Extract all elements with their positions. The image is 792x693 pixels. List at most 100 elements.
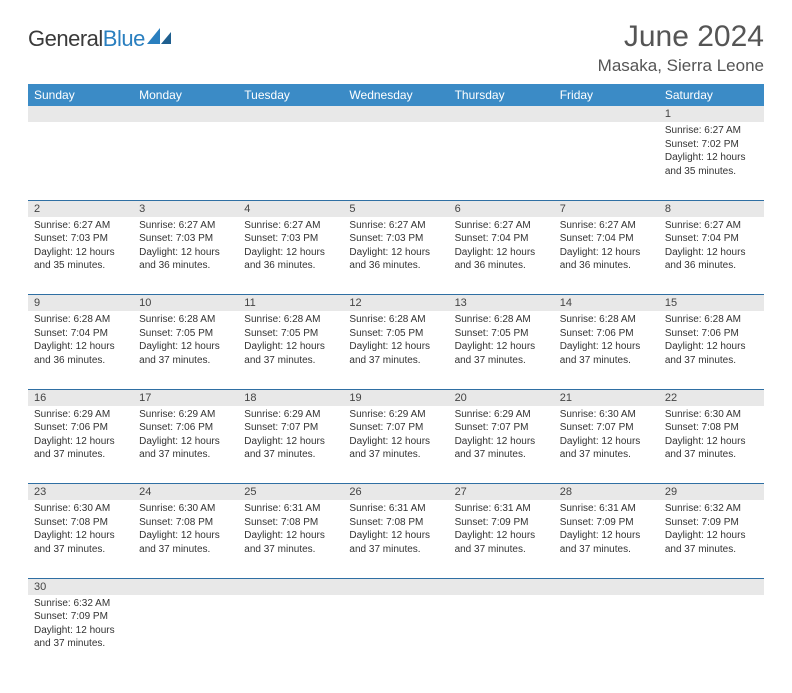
daynum-cell: 30 [28,578,133,595]
day-cell: Sunrise: 6:28 AMSunset: 7:05 PMDaylight:… [133,311,238,389]
logo-text-blue: Blue [103,26,145,52]
day-cell: Sunrise: 6:29 AMSunset: 7:07 PMDaylight:… [343,406,448,484]
daynum-cell: 13 [449,295,554,312]
day-cell: Sunrise: 6:27 AMSunset: 7:04 PMDaylight:… [659,217,764,295]
sunrise-text: Sunrise: 6:27 AM [349,219,442,233]
daynum-cell: 5 [343,200,448,217]
day-details: Sunrise: 6:30 AMSunset: 7:07 PMDaylight:… [554,406,659,466]
day-cell: Sunrise: 6:27 AMSunset: 7:04 PMDaylight:… [554,217,659,295]
day-cell [133,595,238,673]
day-details: Sunrise: 6:27 AMSunset: 7:04 PMDaylight:… [554,217,659,277]
week-row: Sunrise: 6:32 AMSunset: 7:09 PMDaylight:… [28,595,764,673]
sunrise-text: Sunrise: 6:29 AM [139,408,232,422]
daynum-cell: 24 [133,484,238,501]
day-details: Sunrise: 6:28 AMSunset: 7:04 PMDaylight:… [28,311,133,371]
day-number: 26 [349,486,361,498]
daynum-cell [449,106,554,122]
sunset-text: Sunset: 7:04 PM [455,232,548,246]
day-details: Sunrise: 6:28 AMSunset: 7:06 PMDaylight:… [659,311,764,371]
sunset-text: Sunset: 7:05 PM [244,327,337,341]
daylight-text: Daylight: 12 hours and 37 minutes. [560,529,653,556]
day-details: Sunrise: 6:27 AMSunset: 7:03 PMDaylight:… [133,217,238,277]
daynum-cell: 14 [554,295,659,312]
weekday-header: Saturday [659,84,764,106]
sunset-text: Sunset: 7:03 PM [244,232,337,246]
sunset-text: Sunset: 7:06 PM [560,327,653,341]
daylight-text: Daylight: 12 hours and 37 minutes. [455,529,548,556]
sunrise-text: Sunrise: 6:28 AM [244,313,337,327]
sunset-text: Sunset: 7:09 PM [560,516,653,530]
day-cell [133,122,238,200]
day-cell: Sunrise: 6:31 AMSunset: 7:08 PMDaylight:… [343,500,448,578]
daylight-text: Daylight: 12 hours and 37 minutes. [349,529,442,556]
day-details: Sunrise: 6:29 AMSunset: 7:06 PMDaylight:… [133,406,238,466]
weekday-header: Sunday [28,84,133,106]
daynum-cell [554,578,659,595]
sunset-text: Sunset: 7:06 PM [665,327,758,341]
day-number: 5 [349,203,355,215]
sunrise-text: Sunrise: 6:28 AM [349,313,442,327]
day-cell: Sunrise: 6:31 AMSunset: 7:09 PMDaylight:… [449,500,554,578]
sunrise-text: Sunrise: 6:31 AM [244,502,337,516]
day-cell: Sunrise: 6:30 AMSunset: 7:08 PMDaylight:… [28,500,133,578]
weekday-header: Friday [554,84,659,106]
day-details: Sunrise: 6:27 AMSunset: 7:03 PMDaylight:… [343,217,448,277]
day-details: Sunrise: 6:31 AMSunset: 7:09 PMDaylight:… [554,500,659,560]
daynum-row: 9101112131415 [28,295,764,312]
daynum-cell: 17 [133,389,238,406]
sunset-text: Sunset: 7:09 PM [34,610,127,624]
daylight-text: Daylight: 12 hours and 36 minutes. [665,246,758,273]
day-number: 28 [560,486,572,498]
daynum-cell: 15 [659,295,764,312]
daylight-text: Daylight: 12 hours and 37 minutes. [665,529,758,556]
logo: GeneralBlue [28,26,173,52]
daynum-row: 23242526272829 [28,484,764,501]
weekday-header: Tuesday [238,84,343,106]
daylight-text: Daylight: 12 hours and 37 minutes. [34,435,127,462]
sunrise-text: Sunrise: 6:27 AM [665,124,758,138]
day-cell: Sunrise: 6:27 AMSunset: 7:02 PMDaylight:… [659,122,764,200]
sunrise-text: Sunrise: 6:28 AM [455,313,548,327]
day-details: Sunrise: 6:27 AMSunset: 7:03 PMDaylight:… [28,217,133,277]
sunrise-text: Sunrise: 6:27 AM [455,219,548,233]
day-cell: Sunrise: 6:30 AMSunset: 7:08 PMDaylight:… [133,500,238,578]
day-cell: Sunrise: 6:29 AMSunset: 7:07 PMDaylight:… [238,406,343,484]
sunset-text: Sunset: 7:05 PM [139,327,232,341]
weekday-header: Wednesday [343,84,448,106]
day-number: 17 [139,392,151,404]
day-number: 1 [665,108,671,120]
day-details: Sunrise: 6:30 AMSunset: 7:08 PMDaylight:… [28,500,133,560]
daynum-cell: 12 [343,295,448,312]
weekday-header: Thursday [449,84,554,106]
sunset-text: Sunset: 7:03 PM [349,232,442,246]
day-details: Sunrise: 6:28 AMSunset: 7:05 PMDaylight:… [133,311,238,371]
day-cell [659,595,764,673]
day-cell: Sunrise: 6:28 AMSunset: 7:04 PMDaylight:… [28,311,133,389]
sunset-text: Sunset: 7:07 PM [455,421,548,435]
daynum-cell: 9 [28,295,133,312]
day-cell: Sunrise: 6:28 AMSunset: 7:06 PMDaylight:… [554,311,659,389]
daynum-cell [343,106,448,122]
sunset-text: Sunset: 7:07 PM [244,421,337,435]
daynum-cell: 20 [449,389,554,406]
sunrise-text: Sunrise: 6:27 AM [139,219,232,233]
sunrise-text: Sunrise: 6:31 AM [560,502,653,516]
daylight-text: Daylight: 12 hours and 37 minutes. [560,435,653,462]
day-details: Sunrise: 6:27 AMSunset: 7:04 PMDaylight:… [449,217,554,277]
daynum-cell: 18 [238,389,343,406]
day-number: 20 [455,392,467,404]
day-cell: Sunrise: 6:29 AMSunset: 7:07 PMDaylight:… [449,406,554,484]
week-row: Sunrise: 6:27 AMSunset: 7:03 PMDaylight:… [28,217,764,295]
header: GeneralBlue June 2024 Masaka, Sierra Leo… [28,20,764,76]
week-row: Sunrise: 6:27 AMSunset: 7:02 PMDaylight:… [28,122,764,200]
daynum-cell: 27 [449,484,554,501]
sunset-text: Sunset: 7:08 PM [244,516,337,530]
day-cell [449,595,554,673]
day-cell: Sunrise: 6:28 AMSunset: 7:05 PMDaylight:… [449,311,554,389]
day-number: 13 [455,297,467,309]
day-number: 27 [455,486,467,498]
sunrise-text: Sunrise: 6:32 AM [665,502,758,516]
sunrise-text: Sunrise: 6:28 AM [665,313,758,327]
daynum-cell [28,106,133,122]
sunset-text: Sunset: 7:03 PM [139,232,232,246]
